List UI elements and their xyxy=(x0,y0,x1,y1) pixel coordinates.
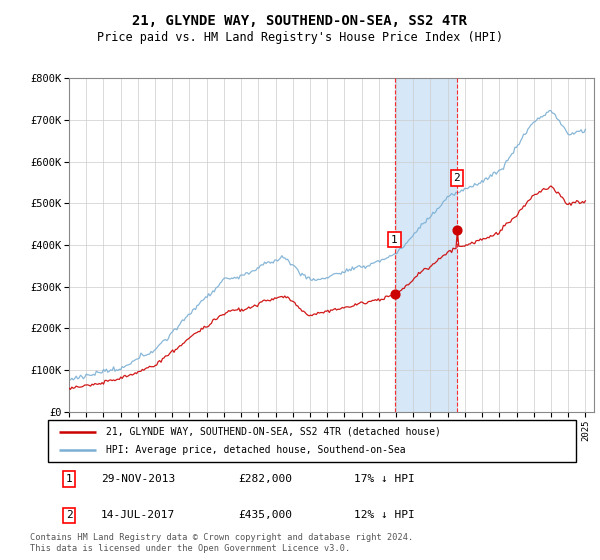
Text: 21, GLYNDE WAY, SOUTHEND-ON-SEA, SS2 4TR: 21, GLYNDE WAY, SOUTHEND-ON-SEA, SS2 4TR xyxy=(133,14,467,28)
Text: HPI: Average price, detached house, Southend-on-Sea: HPI: Average price, detached house, Sout… xyxy=(106,445,406,455)
Text: 17% ↓ HPI: 17% ↓ HPI xyxy=(354,474,415,484)
Text: Contains HM Land Registry data © Crown copyright and database right 2024.
This d: Contains HM Land Registry data © Crown c… xyxy=(30,533,413,553)
Text: 1: 1 xyxy=(66,474,73,484)
Text: £282,000: £282,000 xyxy=(238,474,292,484)
Text: 2: 2 xyxy=(66,510,73,520)
Text: 14-JUL-2017: 14-JUL-2017 xyxy=(101,510,175,520)
Text: 1: 1 xyxy=(391,235,398,245)
Text: 12% ↓ HPI: 12% ↓ HPI xyxy=(354,510,415,520)
Bar xyxy=(395,78,457,412)
Text: 21, GLYNDE WAY, SOUTHEND-ON-SEA, SS2 4TR (detached house): 21, GLYNDE WAY, SOUTHEND-ON-SEA, SS2 4TR… xyxy=(106,427,441,437)
Point xyxy=(390,290,400,298)
Text: £435,000: £435,000 xyxy=(238,510,292,520)
Point xyxy=(452,226,462,235)
Text: 2: 2 xyxy=(454,173,460,183)
Text: Price paid vs. HM Land Registry's House Price Index (HPI): Price paid vs. HM Land Registry's House … xyxy=(97,31,503,44)
Text: 29-NOV-2013: 29-NOV-2013 xyxy=(101,474,175,484)
